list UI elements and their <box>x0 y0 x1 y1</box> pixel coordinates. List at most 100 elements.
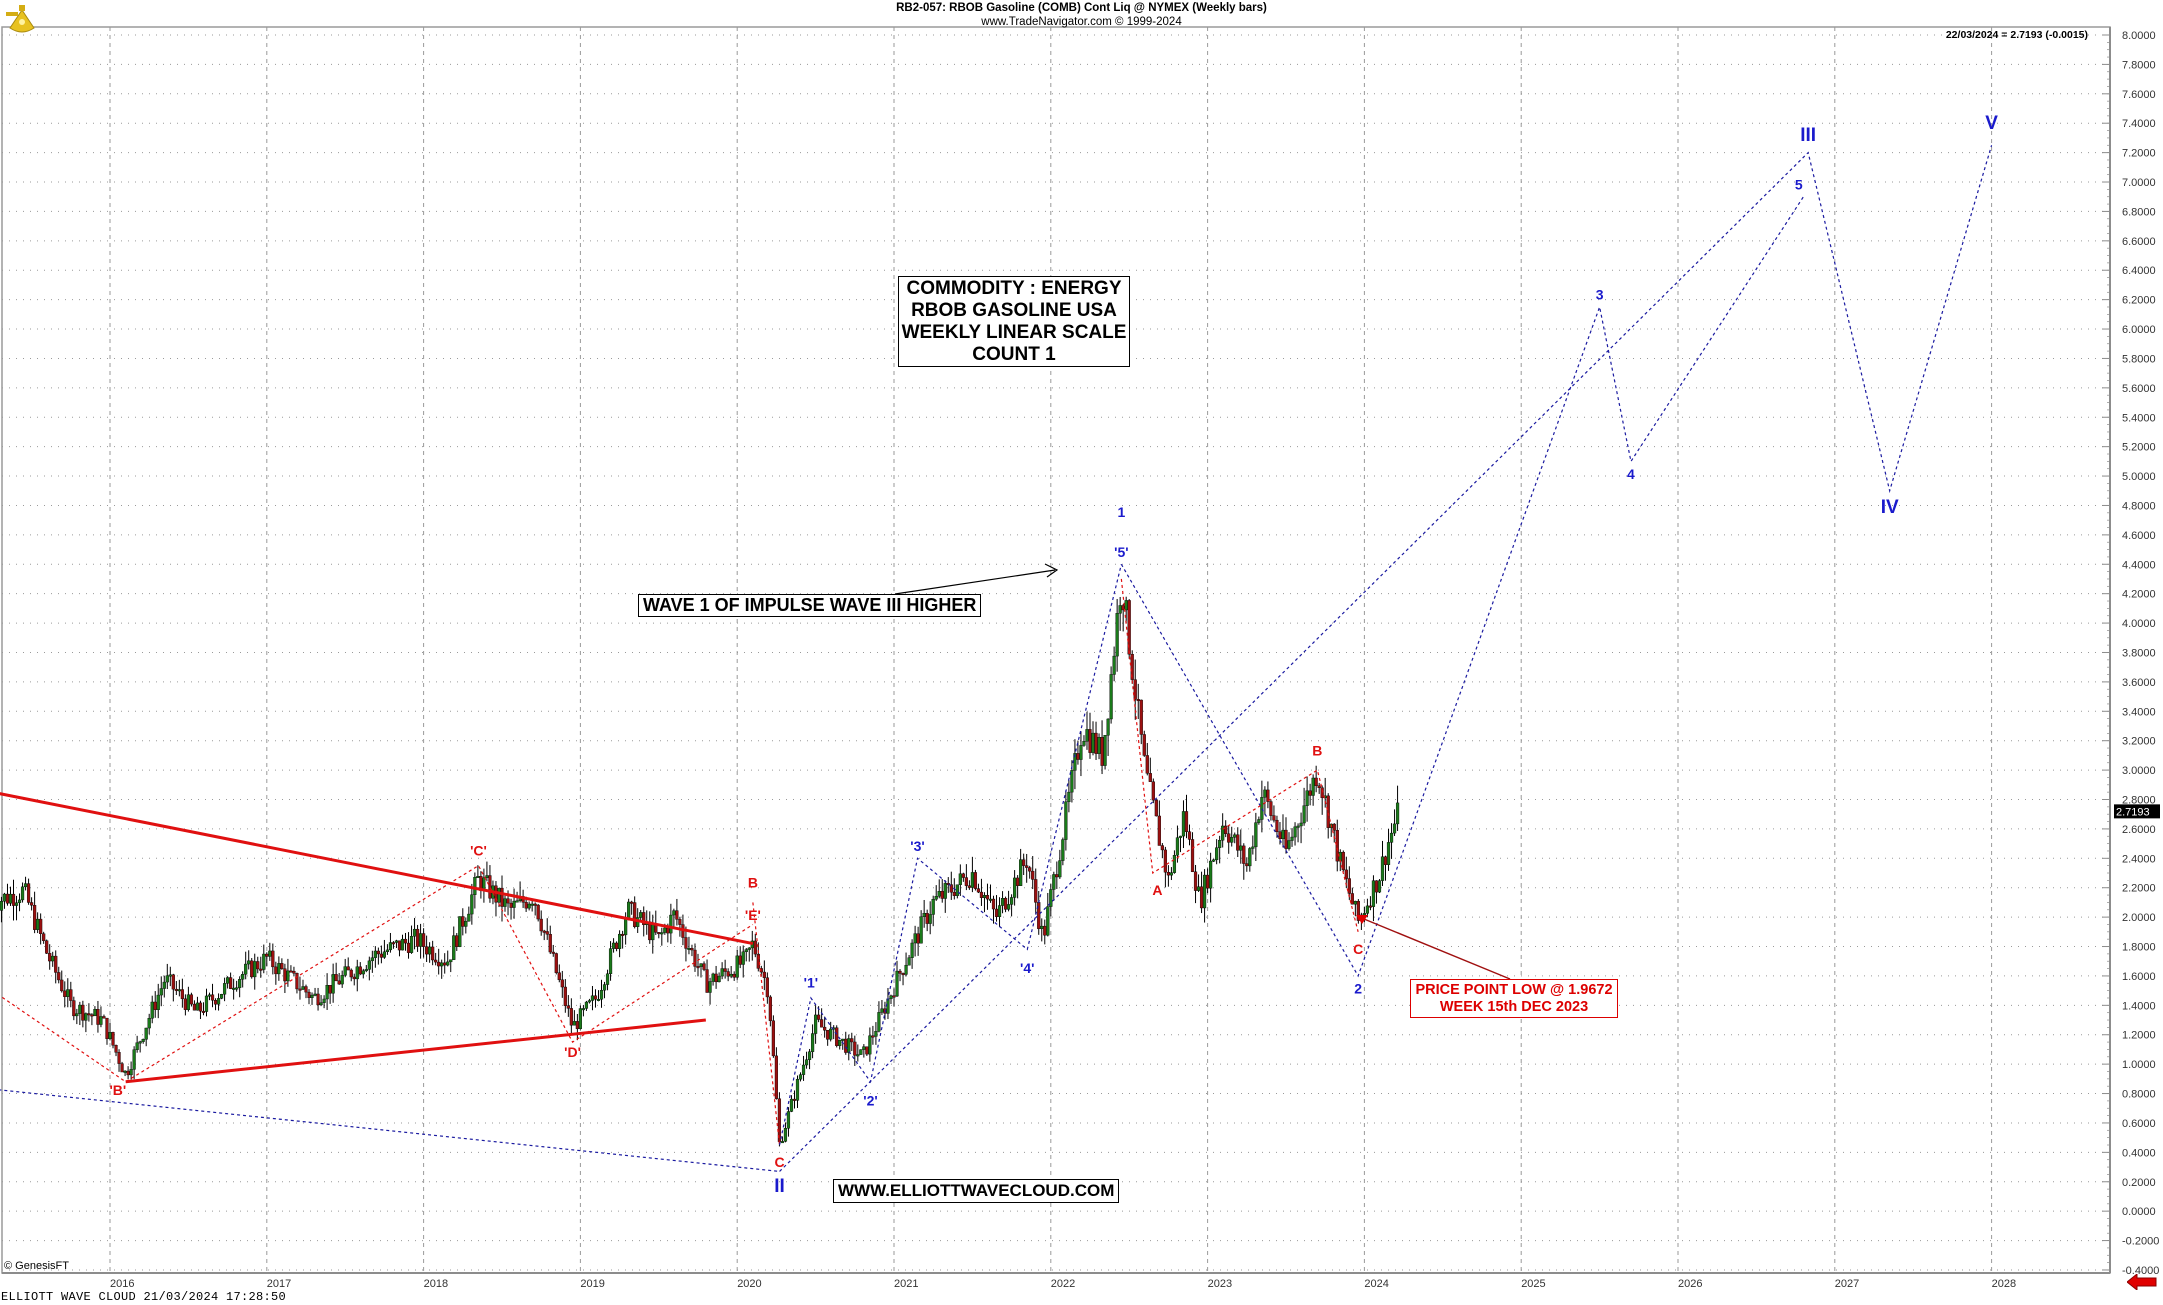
y-tick-label: 1.6000 <box>2122 971 2156 983</box>
info-line: COUNT 1 <box>972 343 1056 365</box>
last-price-marker <box>2114 804 2160 819</box>
y-tick-label: -0.4000 <box>2122 1265 2159 1277</box>
y-tick-label: 5.2000 <box>2122 442 2156 454</box>
wave-label: II <box>774 1176 785 1197</box>
last-price-caption: 22/03/2024 = 2.7193 (-0.0015) <box>1945 29 2088 41</box>
wave-label: B <box>1312 742 1322 758</box>
y-tick-label: 4.4000 <box>2122 559 2156 571</box>
wave1-arrow <box>894 569 1056 595</box>
chart-subtitle: www.TradeNavigator.com © 1999-2024 <box>981 16 1182 28</box>
y-tick-label: 2.8000 <box>2122 795 2156 807</box>
info-box: COMMODITY : ENERGY RBOB GASOLINE USA WEE… <box>898 276 1130 368</box>
low-note-line: WEEK 15th DEC 2023 <box>1439 998 1589 1015</box>
wave-label: 1 <box>1117 504 1125 520</box>
svg-text:2.7193: 2.7193 <box>2116 806 2150 818</box>
y-tick-label: 0.2000 <box>2122 1177 2156 1189</box>
y-tick-label: 5.4000 <box>2122 412 2156 424</box>
website-label: WWW.ELLIOTTWAVECLOUD.COM <box>833 1179 1120 1203</box>
wave-labels: 'B' 'C' 'D' B 'E' C II '1' '2' '3' '4' '5' 1 A B C 2 3 4 5 I… <box>109 113 1998 1197</box>
wave-label: B <box>748 875 758 891</box>
y-tick-label: 6.6000 <box>2122 236 2156 248</box>
info-line: COMMODITY : ENERGY <box>906 278 1122 299</box>
y-tick-label: 1.0000 <box>2122 1059 2156 1071</box>
x-tick-label: 2022 <box>1051 1278 1075 1290</box>
y-tick-label: 2.4000 <box>2122 853 2156 865</box>
x-tick-label: 2018 <box>424 1278 448 1290</box>
wave-label: '1' <box>804 975 818 991</box>
copyright-label: © GenesisFT <box>4 1260 69 1272</box>
wave-line <box>1120 196 1804 978</box>
y-tick-label: 7.6000 <box>2122 89 2156 101</box>
wave-label: 'E' <box>745 907 761 923</box>
wave-label: 4 <box>1627 466 1635 482</box>
wave1-note: WAVE 1 OF IMPULSE WAVE III HIGHER <box>638 594 982 617</box>
wave-label: '3' <box>910 838 924 854</box>
y-tick-label: 5.6000 <box>2122 383 2156 395</box>
y-tick-label: 4.0000 <box>2122 618 2156 630</box>
scroll-left-arrow-icon[interactable] <box>2126 1272 2157 1295</box>
info-line: WEEKLY LINEAR SCALE <box>901 321 1127 343</box>
x-tick-label: 2024 <box>1364 1278 1388 1290</box>
x-tick-label: 2020 <box>737 1278 761 1290</box>
y-tick-label: 6.0000 <box>2122 324 2156 336</box>
wave-line <box>0 792 754 946</box>
y-tick-label: 8.0000 <box>2122 30 2156 42</box>
y-tick-label: 0.0000 <box>2122 1206 2156 1218</box>
wave-label: '2' <box>863 1092 877 1108</box>
y-tick-label: -0.2000 <box>2122 1236 2159 1248</box>
y-tick-label: 0.4000 <box>2122 1147 2156 1159</box>
wave-label: 'D' <box>564 1044 581 1060</box>
wave-label: A <box>1152 882 1162 898</box>
y-tick-label: 6.8000 <box>2122 206 2156 218</box>
candlesticks <box>0 596 1400 1147</box>
wave-line <box>778 564 1122 1146</box>
y-tick-label: 4.2000 <box>2122 589 2156 601</box>
y-tick-label: 3.6000 <box>2122 677 2156 689</box>
y-tick-label: 7.4000 <box>2122 118 2156 130</box>
y-tick-label: 1.4000 <box>2122 1000 2156 1012</box>
y-tick-label: 6.2000 <box>2122 295 2156 307</box>
y-tick-label: 5.0000 <box>2122 471 2156 483</box>
plot-area <box>1 26 2111 1274</box>
wave-line <box>0 864 754 1083</box>
footer-timestamp: ELLIOTT WAVE CLOUD 21/03/2024 17:28:50 <box>1 1290 287 1304</box>
x-tick-label: 2023 <box>1208 1278 1232 1290</box>
x-tick-label: 2025 <box>1521 1278 1545 1290</box>
info-line: RBOB GASOLINE USA <box>911 299 1117 321</box>
y-tick-label: 2.2000 <box>2122 883 2156 895</box>
chart-title: RB2-057: RBOB Gasoline (COMB) Cont Liq @… <box>896 2 1267 14</box>
y-tick-label: 3.2000 <box>2122 736 2156 748</box>
wave-line <box>779 145 1993 1172</box>
y-tick-label: 5.8000 <box>2122 353 2156 365</box>
wave-label: C <box>774 1154 784 1170</box>
y-tick-label: 2.6000 <box>2122 824 2156 836</box>
wave-label: C <box>1353 941 1363 957</box>
y-tick-label: 0.8000 <box>2122 1089 2156 1101</box>
wave-label: IV <box>1881 497 1899 518</box>
y-tick-label: 4.6000 <box>2122 530 2156 542</box>
y-tick-label: 4.8000 <box>2122 500 2156 512</box>
x-tick-label: 2019 <box>580 1278 604 1290</box>
y-tick-label: 3.8000 <box>2122 647 2156 659</box>
wave-label: V <box>1985 113 1998 134</box>
y-tick-label: 7.2000 <box>2122 148 2156 160</box>
x-tick-label: 2017 <box>267 1278 291 1290</box>
y-tick-label: 7.8000 <box>2122 59 2156 71</box>
wave-label: 5 <box>1795 176 1803 192</box>
y-tick-label: 0.6000 <box>2122 1118 2156 1130</box>
low-note-line: PRICE POINT LOW @ 1.9672 <box>1415 982 1613 998</box>
wave-line <box>752 902 781 1146</box>
wave-label: 'B' <box>109 1082 126 1098</box>
x-tick-label: 2026 <box>1678 1278 1702 1290</box>
y-tick-label: 3.4000 <box>2122 706 2156 718</box>
wave-label: 3 <box>1596 287 1604 303</box>
wave-label: 2 <box>1354 981 1362 997</box>
wave-label: '5' <box>1114 544 1128 560</box>
price-low-note: PRICE POINT LOW @ 1.9672 WEEK 15th DEC 2… <box>1410 979 1618 1019</box>
y-tick-label: 1.2000 <box>2122 1030 2156 1042</box>
low-arrow <box>1363 918 1511 980</box>
sextant-logo-icon <box>4 2 40 41</box>
x-tick-label: 2016 <box>110 1278 134 1290</box>
wave-label: '4' <box>1020 960 1034 976</box>
